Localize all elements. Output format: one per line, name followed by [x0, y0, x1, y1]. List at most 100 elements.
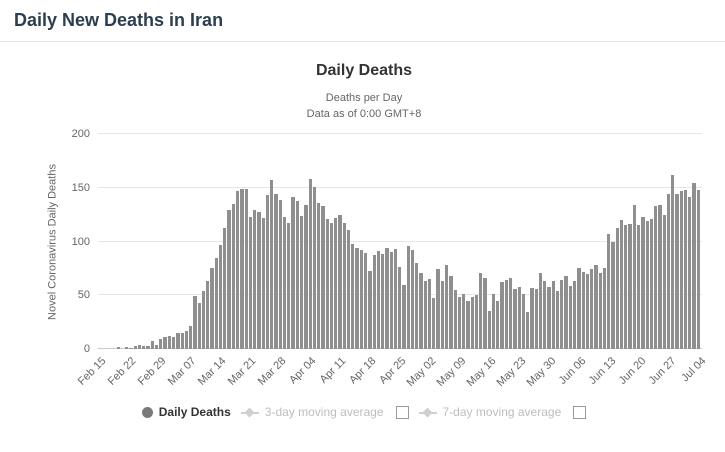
bar-mar-18[interactable] [236, 190, 240, 349]
bar-mar-19[interactable] [240, 188, 244, 349]
bar-may-31[interactable] [551, 281, 555, 349]
bar-jun-16[interactable] [619, 220, 624, 349]
bar-jun-19[interactable] [632, 204, 636, 349]
bar-mar-15[interactable] [223, 227, 227, 349]
bar-may-20[interactable] [504, 280, 508, 349]
bar-may-21[interactable] [509, 278, 513, 349]
bar-may-28[interactable] [538, 272, 543, 349]
bar-may-03[interactable] [432, 298, 436, 349]
bar-may-04[interactable] [436, 269, 440, 349]
bar-mar-27[interactable] [274, 194, 278, 349]
bar-jun-13[interactable] [607, 233, 611, 349]
bar-jun-25[interactable] [658, 204, 662, 349]
bar-mar-12[interactable] [210, 268, 214, 349]
bar-jun-14[interactable] [611, 241, 615, 349]
bar-apr-02[interactable] [299, 215, 304, 349]
bar-apr-10[interactable] [334, 217, 338, 349]
bar-jun-21[interactable] [641, 216, 645, 349]
bar-apr-09[interactable] [329, 223, 334, 349]
bar-jun-26[interactable] [662, 214, 666, 349]
bar-apr-20[interactable] [376, 251, 381, 349]
bar-may-15[interactable] [483, 278, 487, 349]
bar-apr-06[interactable] [317, 202, 321, 349]
bar-may-24[interactable] [521, 294, 526, 349]
bar-mar-09[interactable] [197, 302, 201, 349]
bar-apr-19[interactable] [372, 255, 376, 349]
bar-mar-08[interactable] [193, 296, 197, 349]
bar-apr-07[interactable] [321, 206, 325, 349]
bar-feb-19[interactable] [116, 346, 120, 349]
bar-may-19[interactable] [500, 282, 504, 349]
bar-apr-26[interactable] [402, 284, 406, 349]
bar-jun-12[interactable] [602, 268, 607, 349]
bar-jun-02[interactable] [560, 280, 564, 349]
bar-jul-02[interactable] [688, 197, 692, 349]
bar-mar-23[interactable] [257, 212, 261, 349]
checkbox-3day-moving-average[interactable] [395, 405, 409, 419]
bar-feb-22[interactable] [129, 347, 133, 349]
bar-apr-13[interactable] [346, 229, 351, 349]
bar-feb-24[interactable] [137, 344, 142, 349]
bar-jun-08[interactable] [585, 273, 590, 349]
checkbox-7day-moving-average[interactable] [573, 405, 587, 419]
bar-mar-13[interactable] [214, 257, 218, 349]
bar-jun-18[interactable] [628, 224, 632, 349]
bar-jun-10[interactable] [594, 265, 598, 349]
bar-apr-23[interactable] [389, 252, 393, 349]
bar-jun-15[interactable] [615, 227, 619, 349]
bar-jun-04[interactable] [568, 285, 572, 349]
bar-feb-27[interactable] [150, 341, 154, 349]
bar-may-01[interactable] [423, 281, 427, 349]
bar-mar-26[interactable] [270, 180, 274, 349]
bar-apr-17[interactable] [363, 253, 368, 349]
bar-mar-02[interactable] [167, 336, 172, 349]
bar-mar-25[interactable] [265, 195, 270, 349]
bar-may-10[interactable] [462, 294, 466, 349]
bar-jun-09[interactable] [590, 269, 594, 349]
bar-may-13[interactable] [474, 295, 479, 349]
bar-jun-23[interactable] [649, 218, 654, 349]
bar-jul-01[interactable] [683, 189, 688, 349]
bar-may-06[interactable] [445, 265, 449, 349]
bar-apr-29[interactable] [415, 263, 419, 349]
bar-may-25[interactable] [526, 312, 530, 349]
bar-apr-14[interactable] [351, 243, 355, 349]
legend-item-daily-deaths[interactable]: Daily Deaths [141, 405, 231, 419]
bar-jun-17[interactable] [624, 225, 628, 349]
bar-may-22[interactable] [513, 288, 517, 349]
bar-jun-07[interactable] [581, 271, 585, 349]
bar-jun-27[interactable] [666, 194, 671, 349]
legend-item-3day-moving-average[interactable]: 3-day moving average [240, 405, 384, 419]
bar-mar-21[interactable] [248, 216, 253, 349]
bar-apr-08[interactable] [325, 218, 329, 349]
legend-item-7day-moving-average[interactable]: 7-day moving average [418, 405, 561, 419]
bar-jun-01[interactable] [555, 290, 560, 349]
bar-may-29[interactable] [543, 281, 547, 349]
bar-apr-03[interactable] [304, 204, 308, 349]
bar-apr-30[interactable] [419, 272, 423, 349]
bar-jun-28[interactable] [671, 174, 675, 349]
bar-apr-15[interactable] [355, 247, 359, 349]
bar-mar-22[interactable] [253, 210, 257, 349]
bar-may-12[interactable] [470, 297, 474, 349]
bar-jun-03[interactable] [564, 275, 568, 349]
bar-apr-27[interactable] [406, 245, 410, 349]
bar-may-23[interactable] [517, 286, 521, 349]
bar-mar-31[interactable] [291, 197, 295, 349]
bar-may-17[interactable] [491, 294, 496, 349]
bar-may-07[interactable] [449, 275, 453, 349]
bar-jun-11[interactable] [598, 272, 602, 349]
bar-mar-07[interactable] [189, 326, 193, 349]
bar-feb-23[interactable] [133, 345, 137, 349]
bar-mar-28[interactable] [278, 199, 282, 349]
bar-feb-28[interactable] [154, 344, 159, 349]
bar-may-02[interactable] [427, 279, 432, 349]
bar-apr-25[interactable] [398, 267, 402, 349]
bar-may-09[interactable] [457, 297, 462, 349]
bar-may-08[interactable] [453, 289, 457, 349]
bar-apr-22[interactable] [385, 247, 389, 349]
bar-jun-06[interactable] [577, 268, 581, 349]
bar-may-16[interactable] [487, 311, 491, 349]
bar-apr-11[interactable] [338, 214, 342, 349]
bar-may-26[interactable] [530, 287, 534, 349]
